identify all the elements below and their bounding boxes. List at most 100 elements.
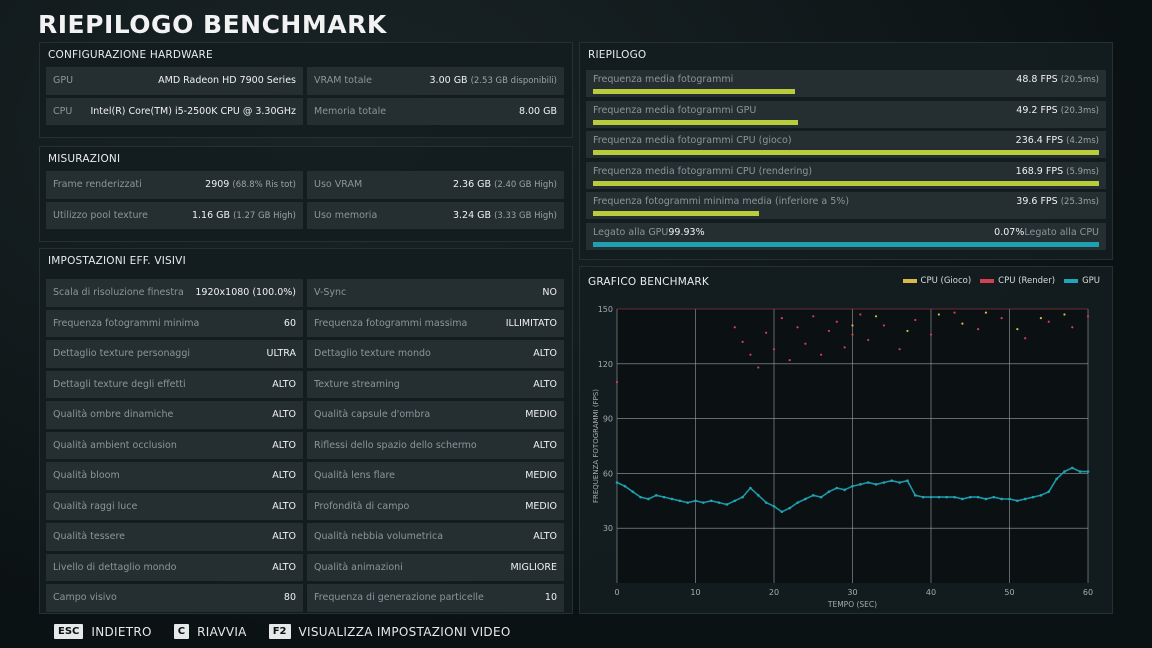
f2-key[interactable]: F2: [268, 624, 291, 639]
data-point: [1023, 497, 1027, 501]
summary-row: Frequenza media fotogrammi CPU (gioco) 23…: [586, 131, 1106, 159]
data-point: [772, 348, 776, 351]
data-point: [835, 486, 839, 490]
data-point: [764, 501, 768, 504]
y-tick-label: 150: [598, 305, 613, 314]
summary-bar-fill: [593, 211, 759, 217]
setting-cell: GPU AMD Radeon HD 7900 Series: [46, 67, 303, 95]
setting-cell: Dettagli texture degli effetti ALTO: [46, 370, 303, 398]
summary-value: 236.4 FPS (4.2ms): [1015, 135, 1099, 147]
summary-value: 48.8 FPS (20.5ms): [1016, 74, 1099, 85]
setting-cell: V-Sync NO: [307, 279, 564, 307]
restart-button[interactable]: RIAVVIA: [197, 624, 247, 639]
setting-value: MEDIO: [525, 470, 557, 482]
y-tick-label: 120: [598, 360, 613, 369]
setting-sub-value: (2.53 GB disponibili): [470, 76, 557, 87]
data-point: [882, 481, 886, 484]
page-title: RIEPILOGO BENCHMARK: [38, 10, 387, 39]
setting-label: Frequenza fotogrammi massima: [314, 317, 468, 329]
summary-row: Frequenza media fotogrammi CPU (renderin…: [586, 161, 1106, 189]
data-point: [921, 495, 925, 499]
data-point: [976, 495, 980, 499]
x-axis-label: TEMPO (SEC): [827, 600, 877, 609]
summary-value: 49.2 FPS (20.3ms): [1016, 104, 1099, 116]
summary-bar: [593, 180, 1099, 186]
data-point: [717, 501, 721, 504]
summary-bar-fill: [593, 180, 1099, 186]
x-tick-label: 30: [847, 588, 857, 597]
data-point: [623, 484, 627, 488]
data-point: [961, 322, 964, 325]
y-tick-label: 90: [603, 415, 613, 424]
setting-cell: Uso memoria 3.24 GB (3.33 GB High): [307, 201, 564, 229]
setting-label: Riflessi dello spazio dello schermo: [314, 439, 477, 451]
data-point: [647, 497, 650, 501]
setting-label: VRAM totale: [314, 75, 372, 87]
legend-item-gpu: GPU: [1064, 276, 1100, 286]
setting-label: Qualità raggi luce: [53, 500, 138, 512]
measurements-header: MISURAZIONI: [48, 153, 121, 165]
setting-value: 1.16 GB (1.27 GB High): [191, 209, 296, 221]
setting-value: 60: [283, 317, 296, 329]
data-point: [780, 317, 783, 320]
setting-value: AMD Radeon HD 7900 Series: [158, 75, 296, 87]
esc-key[interactable]: ESC: [54, 624, 84, 639]
data-point: [992, 495, 996, 499]
summary-label: Frequenza media fotogrammi CPU (renderin…: [593, 165, 813, 177]
summary-label: Frequenza media fotogrammi CPU (gioco): [593, 135, 792, 147]
data-point: [757, 494, 760, 497]
setting-value: ALTO: [533, 439, 557, 451]
view-video-settings-button[interactable]: VISUALIZZA IMPOSTAZIONI VIDEO: [298, 624, 511, 639]
setting-cell: Qualità tessere ALTO: [46, 523, 303, 551]
data-point: [757, 366, 760, 369]
setting-value: 2909 (68.8% Ris tot): [205, 179, 296, 191]
data-point: [1055, 477, 1058, 481]
summary-value: 168.9 FPS (5.9ms): [1015, 165, 1099, 177]
setting-label: Dettaglio texture mondo: [314, 348, 431, 360]
data-point: [929, 495, 933, 499]
setting-value: ALTO: [272, 470, 296, 482]
gpu-bound-bar-fill: [593, 241, 1099, 247]
y-tick-label: 30: [603, 524, 613, 533]
setting-label: Scala di risoluzione finestra: [53, 287, 184, 299]
c-key[interactable]: C: [173, 624, 190, 639]
setting-cell: Dettaglio texture mondo ALTO: [307, 340, 564, 368]
setting-value: ALTO: [272, 378, 296, 390]
data-point: [1063, 470, 1066, 473]
data-point: [1000, 497, 1003, 501]
data-point: [961, 497, 964, 501]
data-point: [749, 353, 752, 356]
summary-label: Frequenza media fotogrammi: [593, 74, 734, 85]
setting-value: MEDIO: [525, 409, 557, 421]
data-point: [851, 484, 854, 488]
data-point: [827, 329, 831, 333]
setting-cell: Qualità raggi luce ALTO: [46, 492, 303, 520]
data-point: [804, 342, 807, 345]
summary-row: Frequenza media fotogrammi 48.8 FPS (20.5…: [586, 70, 1106, 97]
setting-label: Uso VRAM: [314, 179, 363, 191]
measurements-panel: MISURAZIONI Frame renderizzati 2909 (68.8…: [39, 146, 573, 242]
data-point: [639, 495, 642, 499]
data-point: [953, 495, 956, 499]
data-point: [615, 380, 619, 384]
back-button[interactable]: INDIETRO: [91, 624, 152, 639]
data-point: [867, 338, 870, 342]
x-tick-label: 20: [769, 588, 779, 597]
legend-item-cpu-render: CPU (Render): [980, 276, 1055, 286]
legend-item-cpu-game: CPU (Gioco): [902, 276, 971, 286]
data-point: [984, 497, 988, 501]
setting-cell: CPU Intel(R) Core(TM) i5-2500K CPU @ 3.30…: [46, 97, 303, 125]
data-point: [1086, 470, 1090, 473]
setting-value: 8.00 GB: [518, 105, 557, 117]
setting-cell: Frequenza fotogrammi minima 60: [46, 309, 303, 337]
data-point: [945, 495, 948, 499]
data-point: [890, 479, 894, 483]
setting-cell: Uso VRAM 2.36 GB (2.40 GB High): [307, 171, 564, 199]
setting-label: V-Sync: [314, 287, 347, 299]
setting-value: MIGLIORE: [510, 561, 557, 573]
data-point: [765, 331, 768, 334]
summary-row: Frequenza fotogrammi minima media (infer…: [586, 192, 1106, 220]
data-point: [1024, 337, 1027, 340]
setting-sub-value: (68.8% Ris tot): [232, 180, 296, 191]
setting-value: 1920x1080 (100.0%): [195, 287, 296, 299]
